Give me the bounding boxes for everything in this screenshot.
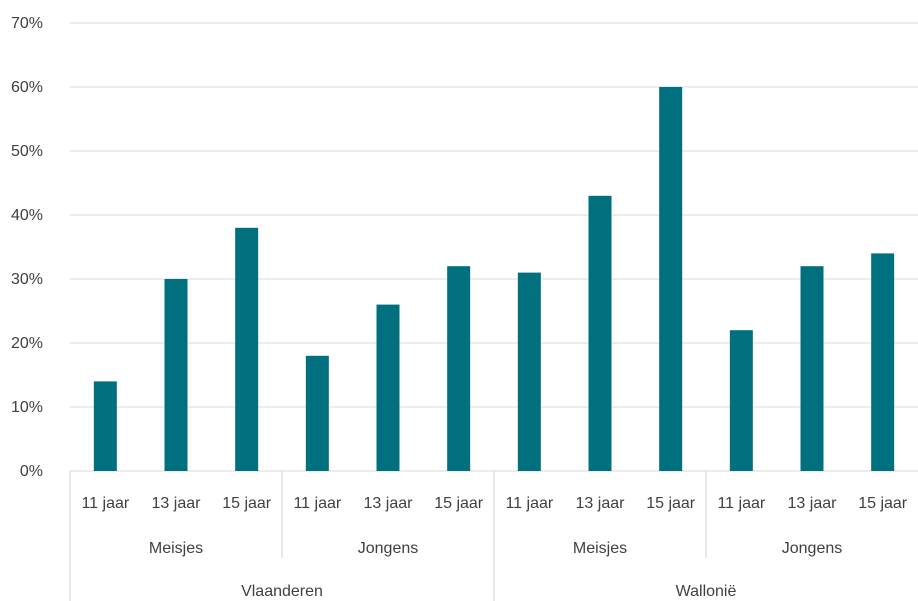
- bar: [588, 195, 612, 472]
- x-tick-label: 11 jaar: [505, 495, 553, 512]
- bar: [447, 266, 471, 471]
- y-axis-ticks: 0% 10% 20% 30% 40% 50% 60% 70%: [11, 15, 43, 480]
- bar: [164, 279, 188, 471]
- x-tick-label: 15 jaar: [646, 495, 696, 512]
- gridlines: [70, 22, 918, 472]
- y-tick-label: 40%: [11, 207, 43, 224]
- y-tick-label: 20%: [11, 335, 43, 352]
- y-tick-label: 10%: [11, 399, 43, 416]
- bar: [800, 266, 824, 471]
- bar: [517, 272, 541, 471]
- bar: [93, 381, 117, 471]
- x-region-label: Vlaanderen: [241, 583, 323, 600]
- x-tick-label: 11 jaar: [293, 495, 341, 512]
- bar: [376, 304, 400, 471]
- bar: [871, 253, 895, 471]
- x-tick-label: 13 jaar: [576, 495, 626, 512]
- x-tick-label: 13 jaar: [788, 495, 838, 512]
- y-tick-label: 70%: [11, 15, 43, 32]
- x-tick-label: 15 jaar: [222, 495, 272, 512]
- x-group-label: Meisjes: [573, 540, 627, 557]
- y-tick-label: 50%: [11, 143, 43, 160]
- x-axis: 11 jaar 13 jaar 15 jaar 11 jaar 13 jaar 15 ja…: [69, 471, 908, 601]
- x-tick-label: 13 jaar: [152, 495, 202, 512]
- bar: [235, 227, 259, 471]
- x-region-label: Wallonië: [676, 583, 737, 600]
- x-tick-label: 15 jaar: [434, 495, 484, 512]
- bar: [305, 355, 329, 471]
- x-tick-label: 13 jaar: [364, 495, 414, 512]
- x-tick-label: 11 jaar: [717, 495, 765, 512]
- x-group-label: Jongens: [782, 540, 843, 557]
- x-tick-label: 15 jaar: [858, 495, 908, 512]
- bar: [659, 87, 683, 471]
- bar: [729, 330, 753, 471]
- x-group-label: Meisjes: [149, 540, 203, 557]
- y-tick-label: 0%: [20, 463, 43, 480]
- y-tick-label: 60%: [11, 79, 43, 96]
- x-tick-label: 11 jaar: [81, 495, 129, 512]
- y-tick-label: 30%: [11, 271, 43, 288]
- bars: [93, 87, 895, 472]
- x-group-label: Jongens: [358, 540, 419, 557]
